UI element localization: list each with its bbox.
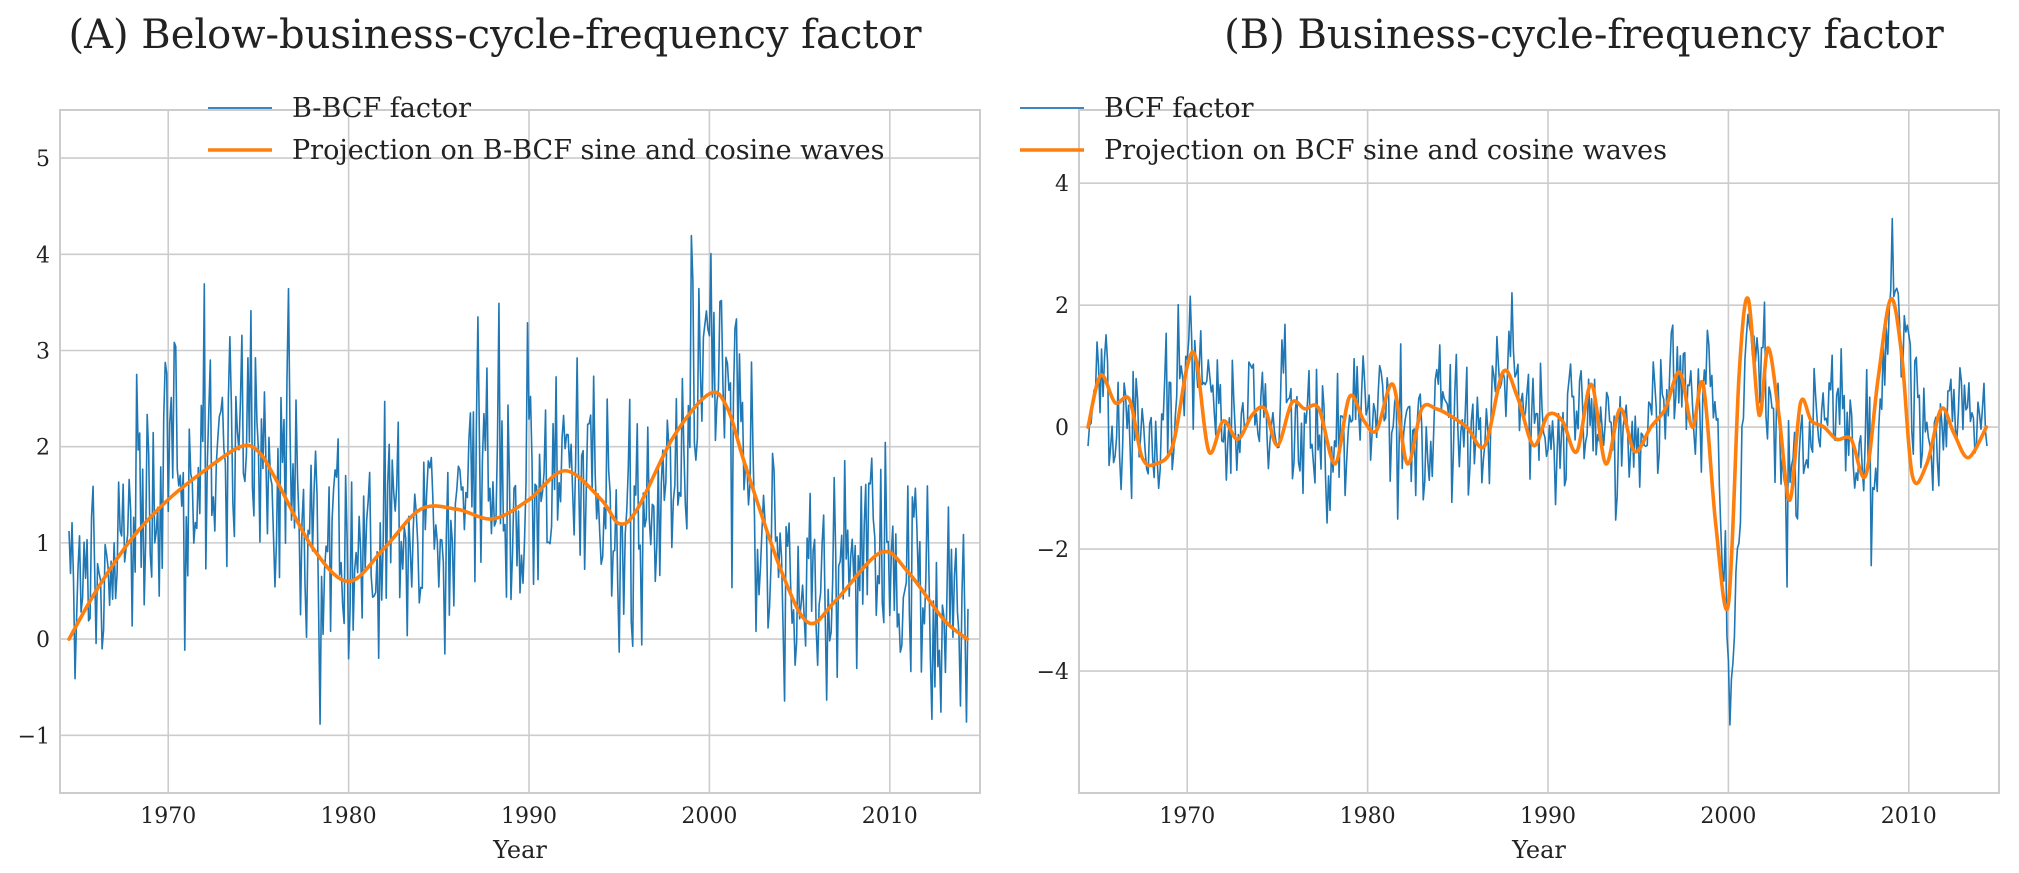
y-tick-label: 0 — [36, 628, 50, 653]
legend-entry: Projection on BCF sine and cosine waves — [1104, 135, 1667, 166]
series-line-projection — [67, 390, 970, 641]
y-tick-label: 3 — [36, 339, 50, 364]
chart-title: (A) Below-business-cycle-frequency facto… — [68, 12, 922, 58]
y-tick-label: −4 — [1037, 660, 1069, 685]
panel-a: (A) Below-business-cycle-frequency facto… — [18, 12, 981, 864]
x-tick-label: 2010 — [862, 804, 918, 829]
x-tick-label: 2010 — [1881, 804, 1937, 829]
y-tick-label: 0 — [1055, 416, 1069, 441]
x-axis-label: Year — [1511, 836, 1566, 864]
y-tick-label: 2 — [1055, 294, 1069, 319]
x-axis-label: Year — [492, 836, 547, 864]
y-tick-label: 1 — [36, 532, 50, 557]
x-tick-label: 1990 — [501, 804, 557, 829]
legend-entry: Projection on B-BCF sine and cosine wave… — [292, 135, 884, 166]
x-tick-label: 1980 — [321, 804, 377, 829]
x-tick-label: 2000 — [1700, 804, 1756, 829]
y-tick-label: −1 — [18, 724, 50, 749]
plot-frame — [59, 109, 981, 794]
legend-entry: B-BCF factor — [292, 93, 471, 124]
panel-b: (B) Business-cycle-frequency factor 1970 1… — [1020, 12, 2000, 864]
x-tick-label: 1990 — [1520, 804, 1576, 829]
y-tick-label: 5 — [36, 147, 50, 172]
legend: BCF factor Projection on BCF sine and cos… — [1020, 93, 1667, 166]
y-tick-label: 2 — [36, 436, 50, 461]
x-tick-label: 2000 — [681, 804, 737, 829]
x-tick-label: 1980 — [1340, 804, 1396, 829]
plot-frame — [1078, 109, 2000, 794]
y-tick-label: −2 — [1037, 538, 1069, 563]
legend-entry: BCF factor — [1104, 93, 1254, 124]
series-line-factor — [68, 234, 969, 725]
series-line-factor — [1087, 217, 1988, 726]
y-tick-label: 4 — [1055, 172, 1069, 197]
y-tick-label: 4 — [36, 243, 50, 268]
chart-title: (B) Business-cycle-frequency factor — [1224, 12, 1945, 58]
x-tick-label: 1970 — [1159, 804, 1215, 829]
x-tick-label: 1970 — [140, 804, 196, 829]
series-line-projection — [1086, 296, 1989, 612]
legend: B-BCF factor Projection on B-BCF sine and… — [208, 93, 884, 166]
